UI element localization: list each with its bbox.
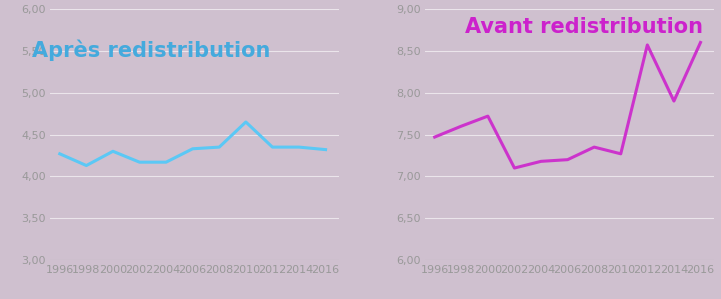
Text: Avant redistribution: Avant redistribution	[465, 16, 703, 36]
Text: Après redistribution: Après redistribution	[32, 39, 270, 61]
